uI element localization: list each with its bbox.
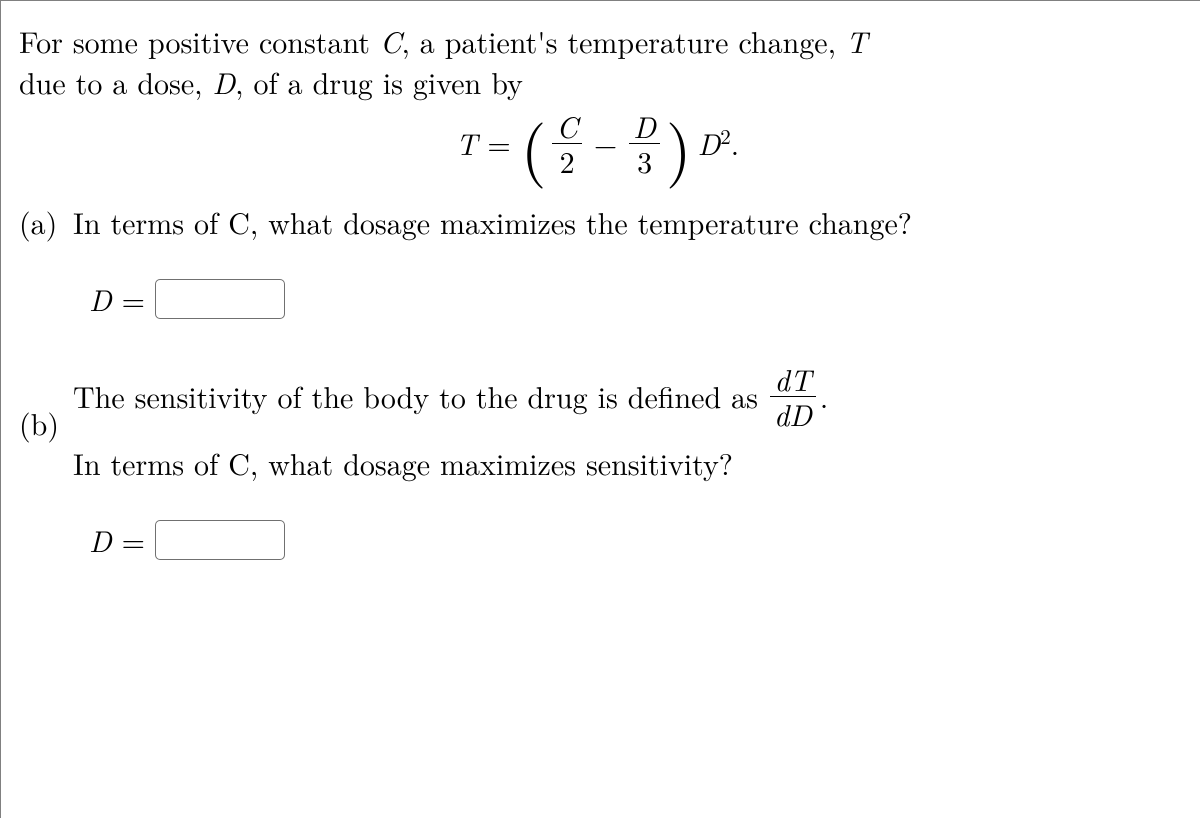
part-b-frac: dT dD (770, 363, 816, 429)
part-b: (b) The sensitivity of the body to the d… (19, 363, 1176, 484)
intro-var-T: T (846, 19, 867, 62)
intro-text-3: due to a dose, (19, 60, 212, 103)
part-b-label: (b) (19, 403, 73, 444)
answer-a-equals: = (122, 279, 145, 320)
answer-a-row: D = (89, 279, 1176, 320)
part-a-body: In terms of C, what dosage maximizes the… (73, 202, 1176, 243)
intro-text-4: , of a drug is given by (235, 60, 523, 103)
eq-D: D (698, 121, 721, 164)
eq-frac2-den: 3 (629, 144, 660, 177)
equation: T = ( C 2 − D 3 ) D2. (456, 110, 739, 176)
intro-var-C: C (380, 19, 401, 62)
eq-period: . (731, 121, 739, 164)
part-b-text-1: The sensitivity of the body to the drug … (73, 376, 758, 417)
part-a: (a) In terms of C, what dosage maximizes… (19, 202, 1176, 243)
eq-sq: 2 (720, 121, 731, 151)
eq-T: T (456, 123, 477, 164)
answer-b-D: D (89, 520, 112, 561)
eq-minus: − (594, 123, 617, 164)
eq-frac1: C 2 (552, 110, 581, 176)
intro-text-2: , a patient's temperature change, (401, 19, 845, 62)
answer-a-input[interactable] (155, 279, 285, 319)
eq-rparen: ) (666, 129, 692, 162)
part-b-frac-den: dD (770, 397, 816, 430)
part-b-line2: In terms of C, what dosage maximizes sen… (73, 441, 733, 484)
intro-var-D: D (212, 60, 235, 103)
answer-a-D: D (89, 279, 112, 320)
problem-page: For some positive constant ​C, a patient… (0, 0, 1200, 818)
part-b-text-2: . (820, 376, 828, 417)
eq-frac2: D 3 (629, 110, 660, 176)
equation-block: T = ( C 2 − D 3 ) D2. (19, 110, 1176, 176)
part-a-label: (a) (19, 202, 73, 243)
answer-b-row: D = (89, 520, 1176, 561)
answer-b-input[interactable] (155, 520, 285, 560)
answer-b-equals: = (122, 520, 145, 561)
part-b-body: The sensitivity of the body to the drug … (73, 363, 1176, 484)
intro-paragraph: For some positive constant ​C, a patient… (19, 21, 1176, 102)
eq-equals: = (487, 123, 510, 164)
eq-frac1-den: 2 (552, 144, 581, 177)
eq-Dsq: D2. (698, 123, 740, 164)
part-a-text: In terms of C, what dosage maximizes the… (73, 200, 912, 243)
eq-lparen: ( (521, 129, 547, 162)
intro-text-1: For some positive constant ​ (19, 19, 380, 62)
part-b-line1: The sensitivity of the body to the drug … (73, 363, 828, 429)
